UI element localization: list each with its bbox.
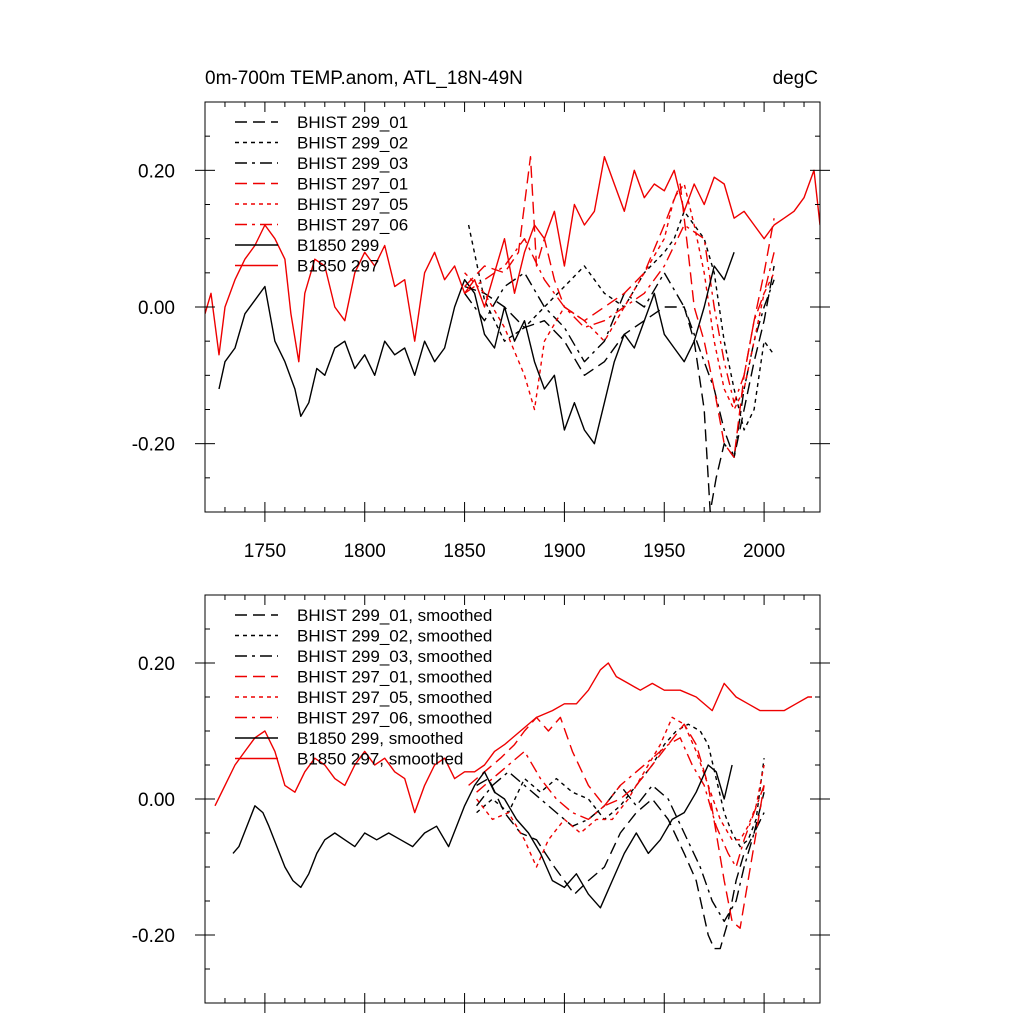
series-line-bottom-7 xyxy=(214,662,812,814)
y-tick-label: -0.20 xyxy=(132,926,175,947)
legend-label: B1850 297, smoothed xyxy=(297,750,463,769)
plot-title: 0m-700m TEMP.anom, ATL_18N-49N xyxy=(205,68,523,89)
series-line-bottom-2 xyxy=(476,771,765,923)
legend-label: BHIST 297_01, smoothed xyxy=(297,668,492,687)
series-line-bottom-6 xyxy=(232,764,733,909)
series-line-top-2 xyxy=(464,272,775,458)
legend-label: BHIST 297_05 xyxy=(297,195,408,214)
series-line-top-5 xyxy=(464,224,775,404)
y-tick-label: 0.00 xyxy=(138,790,175,811)
y-tick-label: 0.20 xyxy=(138,161,175,182)
x-tick-label: 1850 xyxy=(443,541,485,562)
series-line-top-0 xyxy=(464,265,775,512)
units-label: degC xyxy=(773,68,818,89)
legend-label: BHIST 297_06, smoothed xyxy=(297,709,492,728)
top-panel: 1750 1800 1850 1900 1950 2000 -0.20 0.00 0.20 BHI… xyxy=(132,101,830,562)
legend-label: BHIST 297_01 xyxy=(297,175,408,194)
legend-label: BHIST 299_03 xyxy=(297,154,408,173)
x-tick-label: 2000 xyxy=(743,541,785,562)
x-tick-label: 1900 xyxy=(543,541,585,562)
x-tick-label: 1800 xyxy=(344,541,386,562)
x-tick-label: 1950 xyxy=(643,541,685,562)
legend-label: BHIST 297_05, smoothed xyxy=(297,688,492,707)
series-line-bottom-1 xyxy=(476,723,765,848)
series-line-top-3 xyxy=(464,155,775,458)
legend-label: B1850 299, smoothed xyxy=(297,729,463,748)
legend-label: BHIST 299_01, smoothed xyxy=(297,606,492,625)
legend-label: BHIST 299_02, smoothed xyxy=(297,627,492,646)
y-tick-label: 0.00 xyxy=(138,298,175,319)
series-line-bottom-4 xyxy=(476,716,765,868)
legend: BHIST 299_01, smoothed BHIST 299_02, smoo… xyxy=(235,606,492,769)
legend-label: BHIST 299_02 xyxy=(297,134,408,153)
y-tick-label: 0.20 xyxy=(138,654,175,675)
legend-label: BHIST 299_03, smoothed xyxy=(297,647,492,666)
y-tick-label: -0.20 xyxy=(132,435,175,456)
series-line-bottom-5 xyxy=(476,737,765,868)
legend-label: BHIST 297_06 xyxy=(297,216,408,235)
series-line-top-4 xyxy=(464,183,775,411)
series-line-top-1 xyxy=(467,210,775,431)
series-line-bottom-0 xyxy=(476,777,765,950)
x-tick-label: 1750 xyxy=(244,541,286,562)
legend-label: B1850 299 xyxy=(297,236,379,255)
legend-label: BHIST 299_01 xyxy=(297,113,408,132)
series-line-top-7 xyxy=(205,155,820,363)
legend-label: B1850 297 xyxy=(297,257,379,276)
